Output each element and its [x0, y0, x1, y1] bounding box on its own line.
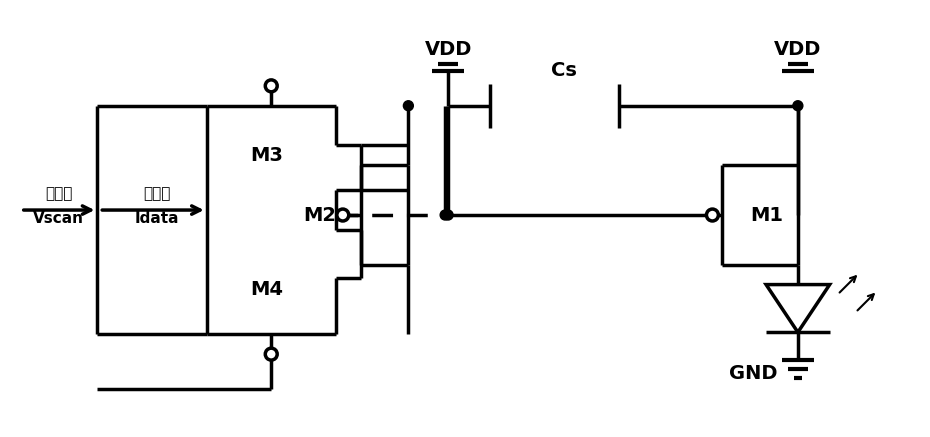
Text: Cs: Cs — [551, 62, 578, 80]
Text: M4: M4 — [250, 280, 283, 299]
Text: 扫描线: 扫描线 — [45, 186, 73, 201]
Circle shape — [265, 80, 277, 92]
Text: 数据线: 数据线 — [143, 186, 171, 201]
Text: M2: M2 — [303, 205, 336, 225]
Text: M3: M3 — [250, 146, 283, 165]
Circle shape — [404, 101, 413, 111]
Text: M1: M1 — [750, 205, 783, 225]
Text: Idata: Idata — [135, 211, 179, 225]
Circle shape — [265, 348, 277, 360]
Text: Vscan: Vscan — [33, 211, 84, 225]
Text: GND: GND — [729, 364, 778, 382]
Circle shape — [440, 210, 450, 220]
Circle shape — [337, 209, 349, 221]
Circle shape — [708, 210, 717, 220]
Circle shape — [793, 101, 803, 111]
Circle shape — [443, 210, 453, 220]
Text: VDD: VDD — [774, 40, 821, 59]
Circle shape — [707, 209, 718, 221]
Text: VDD: VDD — [424, 40, 472, 59]
